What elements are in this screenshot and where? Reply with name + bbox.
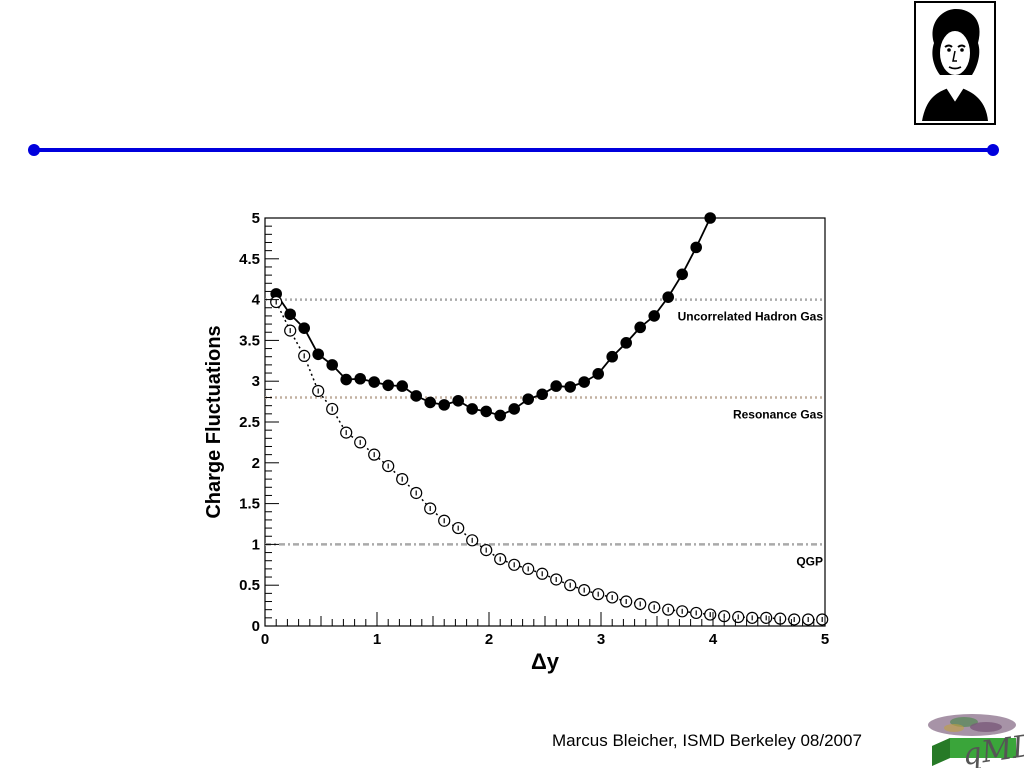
y-tick-label: 3.5 [239, 332, 260, 349]
data-point [438, 399, 450, 411]
y-tick-label: 4 [252, 292, 261, 309]
title-rule-left-dot [28, 144, 40, 156]
data-point [354, 372, 366, 385]
data-point [298, 322, 310, 334]
umd-logo-icon: qMD [924, 708, 1024, 773]
data-point [340, 373, 352, 386]
data-point [648, 310, 660, 322]
data-point [522, 393, 534, 405]
title-rule [28, 144, 999, 156]
series-line [275, 301, 823, 621]
y-tick-label: 0 [252, 618, 260, 635]
y-tick-label: 5 [252, 210, 260, 227]
title-rule-right-dot [987, 144, 999, 156]
data-point [676, 268, 688, 281]
data-point [620, 337, 632, 349]
y-axis-title: Charge Fluctuations [203, 325, 225, 518]
data-point [592, 368, 604, 380]
x-tick-label: 3 [597, 631, 605, 648]
x-tick-label: 2 [485, 631, 493, 648]
umd-logo-drawing: qMD [928, 714, 1024, 773]
data-point [578, 376, 590, 388]
series-line [275, 217, 712, 417]
reference-line-label: Uncorrelated Hadron Gas [678, 310, 824, 324]
data-point [382, 379, 394, 392]
reference-line-label: QGP [796, 554, 823, 568]
footer-credit: Marcus Bleicher, ISMD Berkeley 08/2007 [552, 731, 862, 750]
data-point [466, 403, 479, 415]
data-point [494, 409, 507, 422]
data-point [550, 380, 562, 392]
data-point [368, 376, 380, 388]
y-tick-label: 2 [252, 455, 260, 472]
data-point [662, 291, 674, 303]
data-point [284, 308, 296, 321]
y-tick-label: 2.5 [239, 414, 260, 431]
data-point [536, 388, 548, 401]
data-point [452, 394, 465, 407]
reference-line-label: Resonance Gas [733, 408, 823, 422]
data-point [410, 390, 422, 402]
data-point [396, 380, 408, 392]
series-layer [270, 212, 829, 626]
data-point [690, 241, 702, 254]
y-tick-label: 1.5 [239, 496, 260, 513]
x-tick-label: 5 [821, 631, 829, 648]
x-axis-title: Δy [531, 649, 560, 674]
portrait-drawing [922, 9, 988, 121]
data-point [634, 321, 646, 334]
y-tick-label: 0.5 [239, 577, 260, 594]
data-point [564, 381, 576, 393]
x-tick-label: 4 [709, 631, 718, 648]
goethe-portrait-icon [914, 1, 996, 125]
plot-frame [264, 217, 826, 627]
y-tick-label: 3 [252, 373, 260, 390]
data-point [704, 212, 716, 224]
x-tick-label: 0 [261, 631, 269, 648]
data-point [424, 396, 436, 409]
plot-border [264, 217, 826, 627]
data-point [508, 403, 520, 415]
data-point [326, 359, 338, 371]
x-tick-label: 1 [373, 631, 381, 648]
y-tick-label: 1 [252, 536, 260, 553]
axis-ticks: 0 0.5 1 1.5 2 2.5 3 3.5 4 4.5 5 0 1 2 3 4 5 [239, 210, 829, 648]
data-point [606, 350, 618, 363]
data-point [312, 348, 324, 361]
y-tick-label: 4.5 [239, 251, 260, 268]
data-point [480, 405, 493, 418]
